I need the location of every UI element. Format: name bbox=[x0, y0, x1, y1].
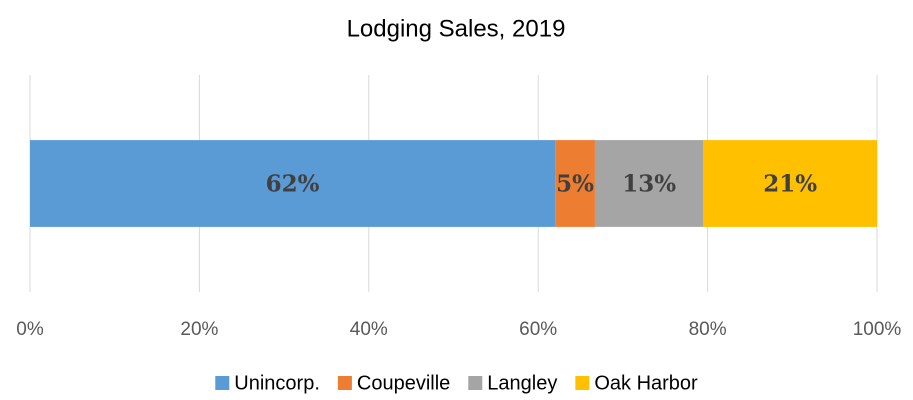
legend-label: Coupeville bbox=[357, 372, 450, 394]
data-label: 13% bbox=[622, 171, 676, 198]
legend-label: Langley bbox=[487, 372, 557, 394]
x-tick-label: 0% bbox=[16, 319, 44, 340]
x-tick-label: 60% bbox=[519, 319, 557, 340]
x-tick-label: 20% bbox=[180, 319, 218, 340]
bar-segment bbox=[555, 140, 595, 227]
legend-swatch bbox=[337, 376, 352, 390]
data-label: 5% bbox=[556, 171, 594, 198]
data-label: 62% bbox=[266, 171, 320, 198]
legend-swatch bbox=[575, 376, 590, 390]
x-tick-label: 100% bbox=[853, 319, 902, 340]
legend-swatch bbox=[215, 376, 230, 390]
bar-segment bbox=[703, 140, 877, 227]
bar-segment bbox=[594, 140, 704, 227]
x-tick-label: 40% bbox=[350, 319, 388, 340]
legend-label: Unincorp. bbox=[234, 372, 320, 394]
bar-segment bbox=[30, 140, 556, 227]
chart-title: Lodging Sales, 2019 bbox=[347, 15, 566, 42]
data-label: 21% bbox=[763, 171, 817, 198]
legend-label: Oak Harbor bbox=[594, 372, 698, 394]
x-tick-label: 80% bbox=[689, 319, 727, 340]
legend-swatch bbox=[468, 376, 483, 390]
